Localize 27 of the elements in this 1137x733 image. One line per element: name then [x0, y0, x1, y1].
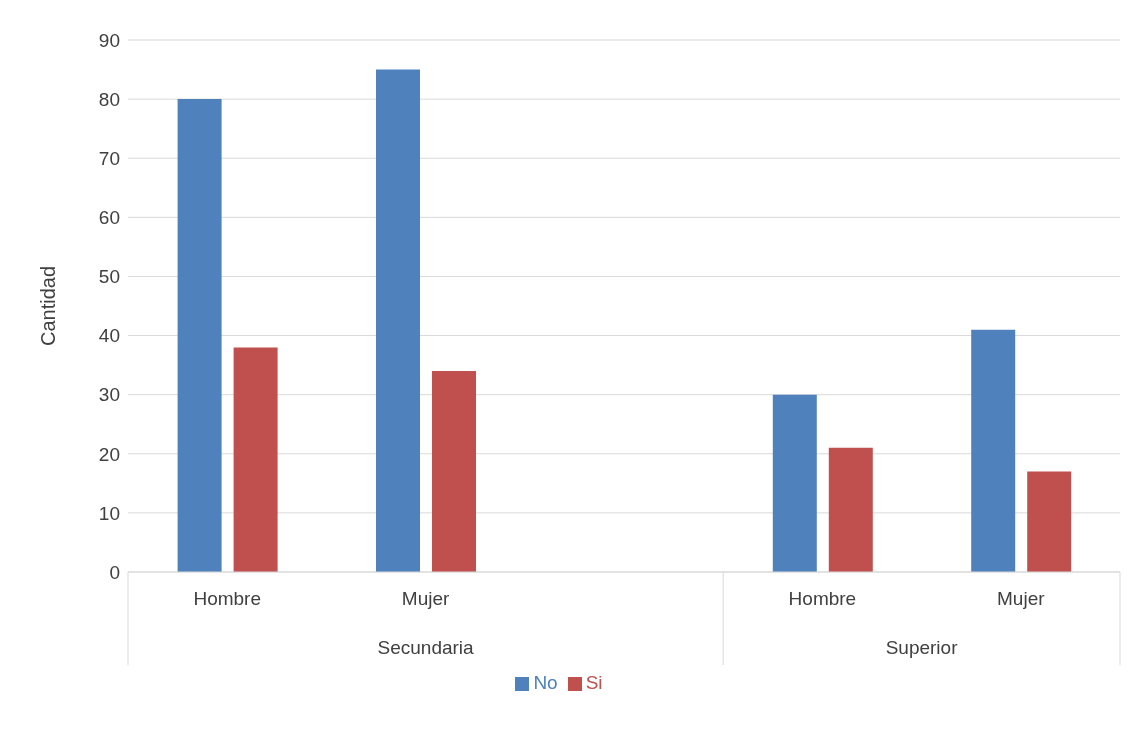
y-tick-label: 0 — [109, 561, 120, 583]
y-axis-title: Cantidad — [37, 265, 60, 347]
bar — [1027, 471, 1072, 572]
y-tick-label: 50 — [98, 266, 120, 288]
y-tick-label: 10 — [98, 502, 120, 524]
y-tick-label: 60 — [98, 207, 120, 229]
y-tick-label: 70 — [98, 147, 120, 169]
bar — [828, 447, 873, 572]
x-tick-label: Mujer — [997, 588, 1046, 610]
y-tick-label: 80 — [98, 88, 120, 110]
x-tick-label: Mujer — [401, 588, 451, 610]
bar — [177, 99, 222, 572]
x-tick-label: Hombre — [788, 588, 857, 610]
text: Secundaria — [377, 637, 475, 658]
legend-label: Si — [585, 672, 603, 693]
legend-label: No — [533, 672, 558, 693]
bar — [772, 394, 817, 572]
y-tick-label: 30 — [98, 384, 120, 406]
bar — [376, 69, 420, 572]
text: Superior — [885, 637, 959, 658]
bar — [971, 329, 1016, 572]
bar — [432, 371, 476, 572]
bar — [233, 347, 278, 572]
x-tick-label: Hombre — [193, 588, 261, 610]
y-tick-label: 90 — [98, 29, 120, 51]
y-tick-label: 20 — [98, 443, 120, 465]
y-tick-label: 40 — [98, 325, 120, 347]
